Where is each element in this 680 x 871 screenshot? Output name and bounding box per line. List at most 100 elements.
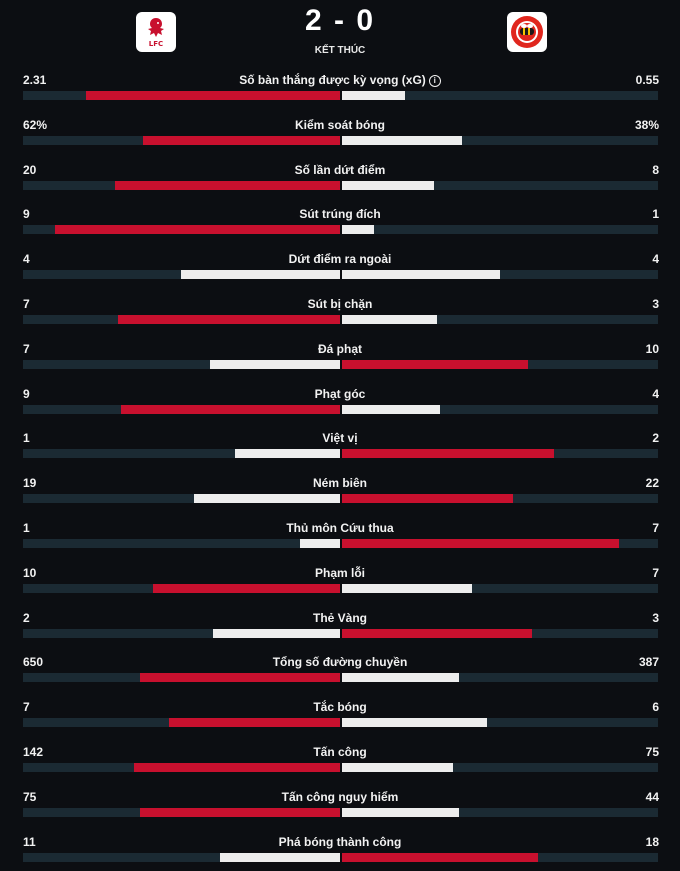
stat-row: 1 Thủ môn Cứu thua 7 xyxy=(0,516,680,561)
stat-row: 19 Ném biên 22 xyxy=(0,471,680,516)
stat-label-text: Tấn công xyxy=(313,744,367,759)
away-stat-value: 6 xyxy=(652,700,659,715)
liverbird-crest-icon: LFC xyxy=(148,18,164,48)
home-bar-track xyxy=(23,807,340,817)
home-bar-track xyxy=(23,762,340,772)
away-stat-value: 7 xyxy=(652,520,659,535)
away-bar-track xyxy=(342,718,658,728)
stat-label: Phá bóng thành công xyxy=(0,835,680,849)
away-stat-value: 75 xyxy=(645,744,659,759)
stat-label-text: Số bàn thắng được kỳ vọng (xG) xyxy=(239,73,426,87)
stat-label-text: Dứt điểm ra ngoài xyxy=(288,252,392,267)
stat-label: Đá phạt xyxy=(0,342,680,356)
home-bar-track xyxy=(23,91,340,100)
home-stat-value: 75 xyxy=(23,789,37,804)
away-bar-track xyxy=(342,494,658,504)
home-stat-value: 650 xyxy=(23,655,44,670)
home-bar-fill xyxy=(86,91,340,100)
stats-list: 2.31 Số bàn thắng được kỳ vọng (xG) i 0.55 6… xyxy=(0,68,680,871)
home-bar-track xyxy=(23,628,340,638)
stat-row: 4 Dứt điểm ra ngoài 4 xyxy=(0,247,680,292)
away-bar-track xyxy=(342,225,658,235)
home-bar-fill xyxy=(118,314,340,324)
stat-label-text: Số lần dứt điểm xyxy=(294,162,386,177)
away-bar-fill xyxy=(342,673,459,683)
home-bar-track xyxy=(23,718,340,728)
away-stat-value: 18 xyxy=(645,834,659,849)
home-bar-track xyxy=(23,180,340,190)
stat-label: Kiểm soát bóng xyxy=(0,118,680,132)
stat-row: 20 Số lần dứt điểm 8 xyxy=(0,158,680,203)
away-bar-fill xyxy=(342,538,619,548)
home-stat-value: 11 xyxy=(23,834,36,849)
stat-row: 7 Đá phạt 10 xyxy=(0,337,680,382)
away-stat-value: 44 xyxy=(645,789,659,804)
home-bar-fill xyxy=(194,494,340,504)
away-stat-value: 3 xyxy=(652,296,659,311)
stat-label-text: Tổng số đường chuyền xyxy=(272,655,408,670)
away-bar-track xyxy=(342,91,658,100)
stat-label: Tấn công nguy hiểm xyxy=(0,790,680,804)
home-bar-fill xyxy=(153,583,340,593)
bee-crest-icon xyxy=(511,16,543,48)
match-score: 2 - 0 xyxy=(304,4,376,37)
away-stat-value: 3 xyxy=(652,610,659,625)
home-stat-value: 7 xyxy=(23,296,30,311)
away-bar-fill xyxy=(342,404,440,414)
away-bar-fill xyxy=(342,852,538,862)
stat-label: Tổng số đường chuyền xyxy=(0,655,680,669)
away-stat-value: 8 xyxy=(652,162,659,177)
stat-label-text: Phá bóng thành công xyxy=(278,834,402,849)
stat-label: Tấn công xyxy=(0,745,680,759)
home-bar-fill xyxy=(143,135,340,145)
home-bar-track xyxy=(23,583,340,593)
away-bar-track xyxy=(342,359,658,369)
stat-row: 10 Phạm lỗi 7 xyxy=(0,561,680,606)
stat-label: Số lần dứt điểm xyxy=(0,163,680,177)
away-stat-value: 10 xyxy=(645,341,659,356)
stat-label-text: Tắc bóng xyxy=(313,700,367,715)
home-bar-fill xyxy=(213,628,340,638)
home-bar-track xyxy=(23,314,340,324)
away-bar-track xyxy=(342,628,658,638)
away-bar-track xyxy=(342,180,658,190)
home-stat-value: 4 xyxy=(23,252,30,267)
stat-label: Sút trúng đích xyxy=(0,207,680,221)
home-stat-value: 142 xyxy=(23,744,44,759)
home-bar-track xyxy=(23,135,340,145)
info-icon[interactable]: i xyxy=(428,75,441,87)
home-bar-track xyxy=(23,494,340,504)
stat-label-text: Thủ môn Cứu thua xyxy=(286,520,394,535)
home-stat-value: 62% xyxy=(23,117,48,132)
home-bar-fill xyxy=(181,270,340,280)
stat-label: Phạm lỗi xyxy=(0,566,680,580)
home-bar-fill xyxy=(115,180,340,190)
stat-label-text: Đá phạt xyxy=(317,341,362,356)
home-bar-fill xyxy=(55,225,340,235)
home-bar-fill xyxy=(210,359,340,369)
stat-row: 11 Phá bóng thành công 18 xyxy=(0,830,680,871)
stat-label: Ném biên xyxy=(0,476,680,490)
away-team-logo[interactable] xyxy=(507,12,547,52)
home-bar-track xyxy=(23,404,340,414)
home-bar-fill xyxy=(134,762,340,772)
stat-label: Số bàn thắng được kỳ vọng (xG) i xyxy=(0,73,680,87)
stat-label-text: Thẻ Vàng xyxy=(312,610,367,625)
home-team-logo[interactable]: LFC xyxy=(136,12,176,52)
away-stat-value: 7 xyxy=(652,565,659,580)
stat-row: 142 Tấn công 75 xyxy=(0,740,680,785)
stat-row: 2 Thẻ Vàng 3 xyxy=(0,606,680,651)
away-bar-track xyxy=(342,583,658,593)
home-stat-value: 2.31 xyxy=(23,73,47,87)
stat-label-text: Sút bị chặn xyxy=(307,296,373,311)
away-bar-fill xyxy=(342,135,462,145)
home-bar-fill xyxy=(121,404,340,414)
away-stat-value: 1 xyxy=(652,207,659,222)
home-stat-value: 20 xyxy=(23,162,37,177)
home-stat-value: 9 xyxy=(23,386,30,401)
away-bar-fill xyxy=(342,270,500,280)
home-stat-value: 1 xyxy=(23,431,30,446)
away-stat-value: 22 xyxy=(645,476,659,491)
stat-row: 9 Phạt góc 4 xyxy=(0,382,680,427)
away-bar-fill xyxy=(342,359,528,369)
